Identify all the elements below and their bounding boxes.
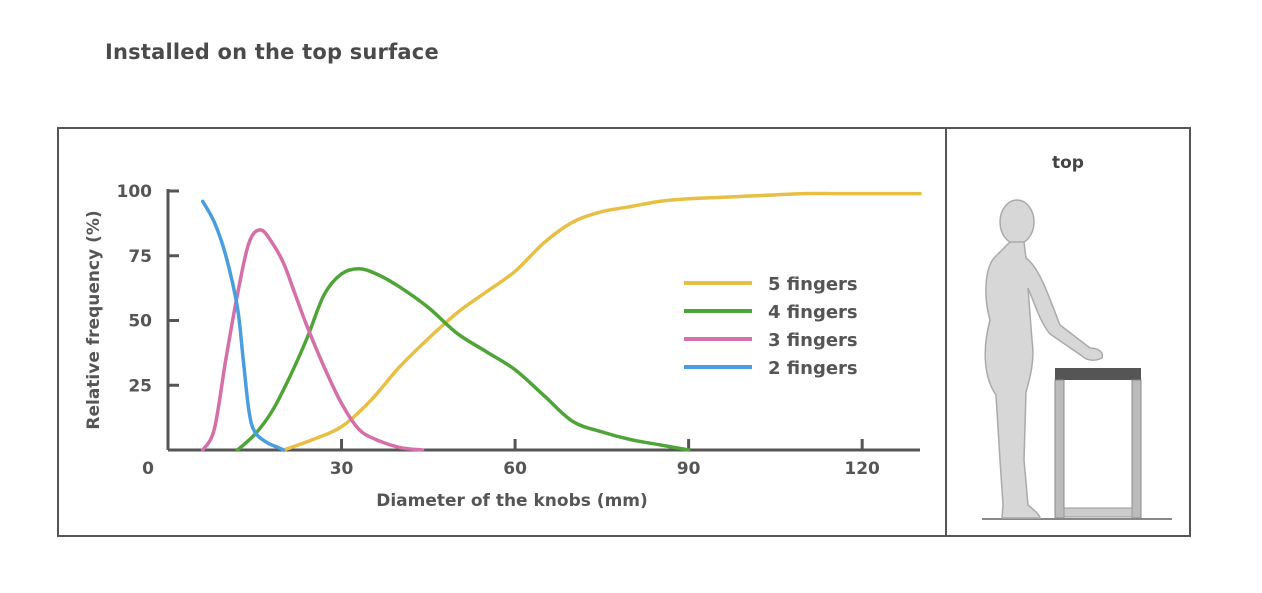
- x-axis-label: Diameter of the knobs (mm): [376, 491, 648, 511]
- x-tick-label: 30: [330, 459, 354, 479]
- series-line-2-fingers: [200, 199, 286, 452]
- y-tick-label: 50: [128, 312, 152, 332]
- x-tick-label: 120: [844, 459, 880, 479]
- legend-label-2-fingers: 2 fingers: [768, 358, 858, 379]
- legend-label-3-fingers: 3 fingers: [768, 330, 858, 351]
- table-icon: [1054, 368, 1142, 519]
- x-tick-label: 90: [677, 459, 701, 479]
- y-tick-label: 25: [128, 376, 152, 396]
- y-axis-label: Relative frequency (%): [84, 210, 104, 429]
- y-tick-label: 75: [128, 247, 152, 267]
- series-line-3-fingers: [200, 228, 425, 452]
- chart-axes: 25 50 75 100 0 30 60 90 120: [117, 182, 920, 479]
- series-line-5-fingers: [281, 191, 922, 452]
- x-tick-label: 60: [503, 459, 527, 479]
- legend-label-4-fingers: 4 fingers: [768, 302, 858, 323]
- person-icon: [984, 199, 1104, 519]
- y-tick-label: 100: [117, 182, 153, 202]
- figure-frame: [57, 127, 1191, 537]
- legend-label-5-fingers: 5 fingers: [768, 274, 858, 295]
- chart-legend: 5 fingers 4 fingers 3 fingers 2 fingers: [684, 274, 858, 379]
- panel-divider: [945, 127, 947, 537]
- page-title: Installed on the top surface: [105, 40, 439, 64]
- series-layer: [200, 191, 922, 452]
- series-line-4-fingers: [235, 266, 691, 452]
- x-tick-label: 0: [142, 459, 154, 479]
- side-panel-label: top: [1052, 153, 1084, 173]
